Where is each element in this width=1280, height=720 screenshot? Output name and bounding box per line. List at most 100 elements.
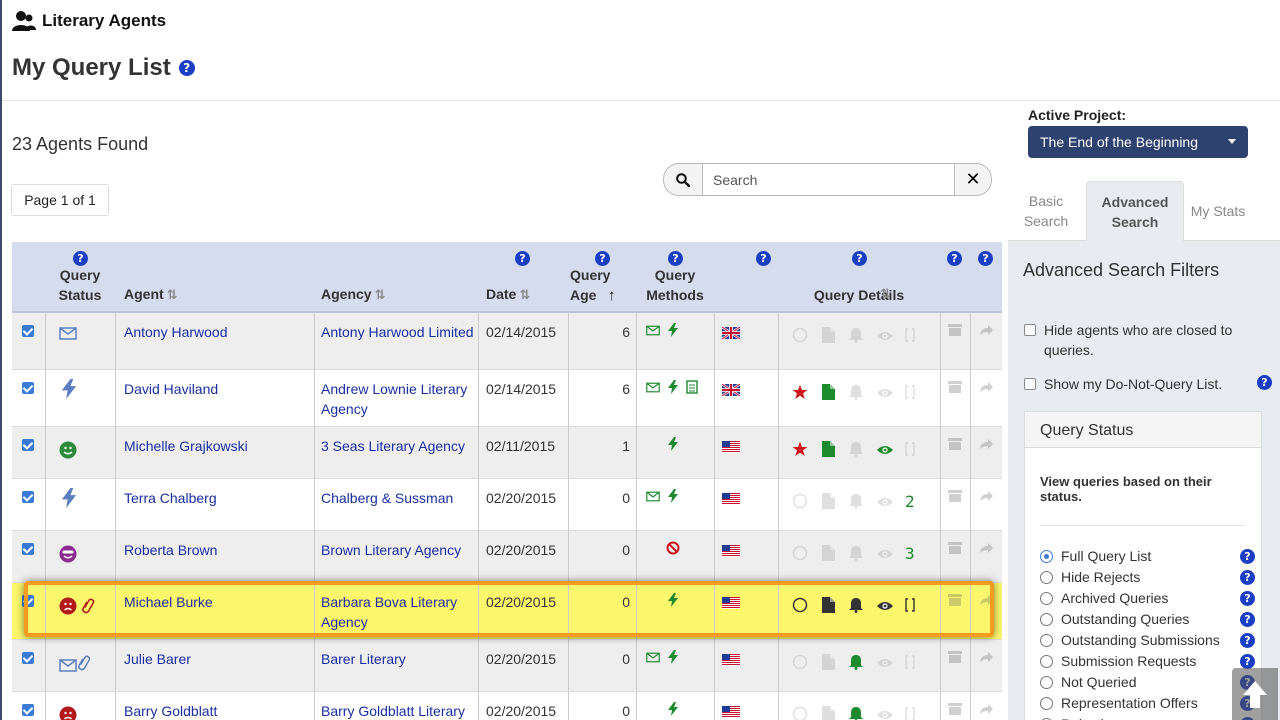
forward-icon[interactable] <box>979 702 993 718</box>
archive-icon[interactable] <box>948 380 962 396</box>
bracket-icon[interactable] <box>905 385 915 402</box>
row-checkbox[interactable] <box>22 491 34 503</box>
table-row[interactable]: Michelle Grajkowski 3 Seas Literary Agenc… <box>12 427 1002 479</box>
eye-icon[interactable] <box>876 443 894 459</box>
table-row[interactable]: David Haviland Andrew Lownie Literary Age… <box>12 370 1002 427</box>
sort-icon[interactable]: ⇅ <box>519 287 531 302</box>
query-status-option[interactable]: Submission Requests? <box>1040 653 1255 669</box>
help-icon[interactable]: ? <box>1240 570 1255 585</box>
help-icon[interactable]: ? <box>1240 633 1255 648</box>
document-icon[interactable] <box>822 493 835 512</box>
agency-link[interactable]: Chalberg & Sussman <box>321 490 454 506</box>
bolt-icon[interactable] <box>666 380 680 397</box>
document-icon[interactable] <box>822 441 835 460</box>
table-row[interactable]: Julie Barer Barer Literary 02/20/2015 0 <box>12 640 1002 692</box>
forward-icon[interactable] <box>979 437 993 453</box>
star-icon[interactable] <box>792 441 808 460</box>
row-checkbox[interactable] <box>22 595 34 607</box>
scroll-to-top-button[interactable] <box>1232 668 1278 720</box>
cool-icon[interactable] <box>59 545 77 566</box>
eye-icon[interactable] <box>876 708 894 720</box>
bolt-icon[interactable] <box>666 437 680 454</box>
agent-link[interactable]: David Haviland <box>124 381 219 397</box>
radio-button[interactable] <box>1040 696 1053 710</box>
forward-icon[interactable] <box>979 541 993 557</box>
agent-link[interactable]: Roberta Brown <box>124 542 218 558</box>
circle-icon[interactable] <box>792 654 808 673</box>
col-archive[interactable]: ? <box>940 242 970 313</box>
agent-link[interactable]: Antony Harwood <box>124 324 228 340</box>
forward-icon[interactable] <box>979 323 993 339</box>
help-icon[interactable]: ? <box>595 251 610 266</box>
form-icon[interactable] <box>686 380 698 397</box>
archive-icon[interactable] <box>948 437 962 453</box>
table-row[interactable]: Barry Goldblatt Barry Goldblatt Literary 0… <box>12 692 1002 720</box>
envelope-icon[interactable] <box>59 327 77 343</box>
search-button[interactable] <box>663 163 703 196</box>
help-icon[interactable]: ? <box>1240 549 1255 564</box>
agent-link[interactable]: Barry Goldblatt <box>124 703 218 719</box>
smile-icon[interactable] <box>59 441 77 462</box>
email-icon[interactable] <box>646 380 660 396</box>
bolt-icon[interactable] <box>666 489 680 506</box>
table-row[interactable]: Terra Chalberg Chalberg & Sussman 02/20/20… <box>12 479 1002 531</box>
col-date[interactable]: ? Date ⇅ <box>486 242 570 313</box>
agent-link[interactable]: Michelle Grajkowski <box>124 438 248 454</box>
help-icon[interactable]: ? <box>668 251 683 266</box>
help-icon[interactable]: ? <box>852 251 867 266</box>
ban-icon[interactable] <box>666 541 680 558</box>
archive-icon[interactable] <box>948 541 962 557</box>
col-query-status[interactable]: ? Query Status <box>45 242 115 313</box>
circle-icon[interactable] <box>792 493 808 512</box>
help-icon[interactable]: ? <box>1240 612 1255 627</box>
bracket-icon[interactable] <box>905 598 915 615</box>
eye-icon[interactable] <box>876 495 894 511</box>
help-icon[interactable]: ? <box>947 251 962 266</box>
bolt-icon[interactable] <box>59 379 79 402</box>
checkbox[interactable] <box>1024 378 1036 390</box>
forward-icon[interactable] <box>979 489 993 505</box>
query-status-option[interactable]: Hide Rejects? <box>1040 569 1255 585</box>
query-status-option[interactable]: Representation Offers? <box>1040 695 1255 711</box>
radio-button[interactable] <box>1040 675 1053 689</box>
col-query-age[interactable]: ? Query Age ↑ <box>570 242 620 313</box>
star-icon[interactable] <box>792 384 808 403</box>
bell-icon[interactable] <box>849 384 863 403</box>
document-icon[interactable] <box>822 706 835 720</box>
app-brand[interactable]: Literary Agents <box>12 10 166 32</box>
col-country[interactable]: ? <box>714 242 778 313</box>
agent-link[interactable]: Michael Burke <box>124 594 213 610</box>
agent-link[interactable]: Julie Barer <box>124 651 191 667</box>
sort-icon[interactable]: ⇅ <box>374 287 386 302</box>
query-status-option[interactable]: Outstanding Queries? <box>1040 611 1255 627</box>
do-not-query-checkbox[interactable]: Show my Do-Not-Query List. ? <box>1024 374 1272 394</box>
bell-icon[interactable] <box>849 545 863 564</box>
row-checkbox[interactable] <box>22 439 34 451</box>
archive-icon[interactable] <box>948 489 962 505</box>
agency-link[interactable]: 3 Seas Literary Agency <box>321 438 465 454</box>
clear-search-button[interactable]: ✕ <box>954 163 992 196</box>
sort-asc-icon[interactable]: ↑ <box>608 287 616 304</box>
archive-icon[interactable] <box>948 323 962 339</box>
query-status-option[interactable]: Archived Queries? <box>1040 590 1255 606</box>
email-icon[interactable] <box>646 323 660 339</box>
col-query-details[interactable]: ? Query Details ⇅ <box>778 242 940 313</box>
checkbox[interactable] <box>1024 324 1036 336</box>
search-input[interactable] <box>703 163 954 196</box>
agency-link[interactable]: Barry Goldblatt Literary <box>321 703 465 719</box>
frown-clip-icon[interactable] <box>59 597 95 618</box>
radio-button[interactable] <box>1040 654 1053 668</box>
eye-icon[interactable] <box>876 599 894 615</box>
eye-icon[interactable] <box>876 656 894 672</box>
circle-icon[interactable] <box>792 545 808 564</box>
col-query-methods[interactable]: ? Query Methods <box>636 242 714 313</box>
help-icon[interactable]: ? <box>978 251 993 266</box>
col-agent[interactable]: Agent ⇅ <box>124 242 314 313</box>
sort-icon[interactable]: ⇅ <box>166 287 178 302</box>
table-row[interactable]: Antony Harwood Antony Harwood Limited 02/1… <box>12 313 1002 370</box>
eye-icon[interactable] <box>876 329 894 345</box>
bracket-icon[interactable] <box>905 655 915 672</box>
query-status-option[interactable]: Not Queried? <box>1040 674 1255 690</box>
table-row[interactable]: Roberta Brown Brown Literary Agency 02/20/… <box>12 531 1002 583</box>
forward-icon[interactable] <box>979 380 993 396</box>
